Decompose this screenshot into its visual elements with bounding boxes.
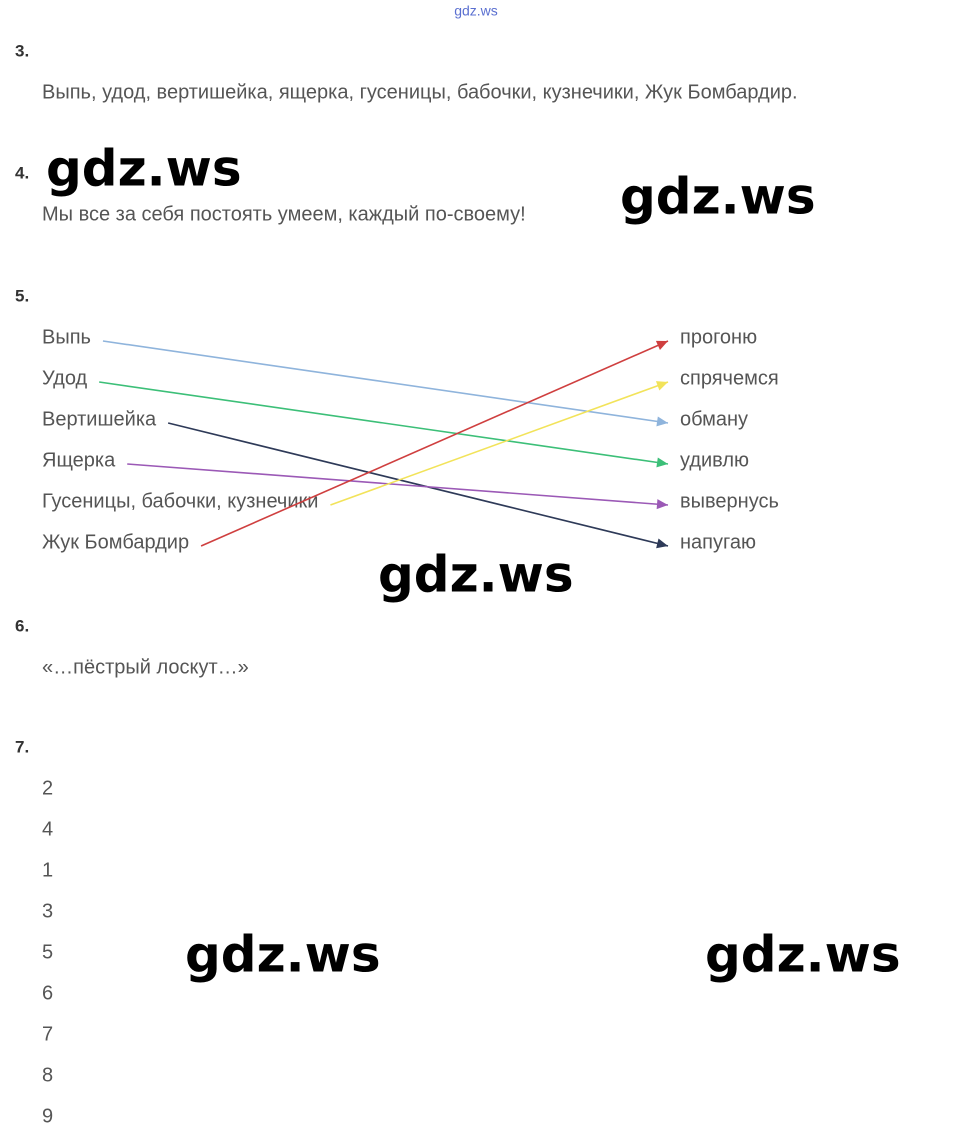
match-line — [200, 340, 669, 547]
right-item: спрячемся — [680, 367, 779, 389]
arrow-head — [656, 538, 668, 549]
watermark: gdz.ws — [620, 168, 816, 226]
left-item: Вертишейка — [42, 408, 157, 430]
section-number: 4. — [15, 163, 29, 182]
section-number: 5. — [15, 286, 29, 305]
right-item: прогоню — [680, 326, 757, 348]
match-line — [99, 381, 669, 465]
watermark: gdz.ws — [705, 926, 901, 984]
right-item: вывернусь — [680, 490, 779, 512]
watermark: gdz.ws — [46, 140, 242, 198]
watermark: gdz.ws — [378, 546, 574, 604]
match-line — [127, 463, 669, 506]
list-item: 2 — [42, 777, 53, 799]
match-line — [330, 381, 669, 506]
left-item: Выпь — [42, 326, 91, 348]
list-item: 9 — [42, 1105, 53, 1127]
left-item: Удод — [42, 367, 87, 389]
arrow-head — [656, 499, 668, 510]
arrow-head — [655, 340, 668, 351]
left-item: Гусеницы, бабочки, кузнечики — [42, 490, 318, 512]
match-line — [167, 422, 669, 547]
arrow-head — [656, 457, 668, 468]
list-item: 7 — [42, 1023, 53, 1045]
left-item: Жук Бомбардир — [42, 531, 189, 553]
section-number: 7. — [15, 737, 29, 756]
match-line — [102, 340, 669, 424]
left-item: Ящерка — [42, 449, 116, 471]
list-item: 4 — [42, 818, 53, 840]
answer-text: Мы все за себя постоять умеем, каждый по… — [42, 203, 526, 225]
list-item: 6 — [42, 982, 53, 1004]
answer-text: «…пёстрый лоскут…» — [42, 656, 249, 678]
arrow-head — [656, 416, 668, 427]
list-item: 1 — [42, 859, 53, 881]
right-item: обману — [680, 408, 748, 430]
list-item: 5 — [42, 941, 53, 963]
answer-text: Выпь, удод, вертишейка, ящерка, гусеницы… — [42, 81, 798, 103]
list-item: 8 — [42, 1064, 53, 1086]
site-header: gdz.ws — [454, 3, 498, 19]
right-item: напугаю — [680, 531, 756, 553]
watermark: gdz.ws — [185, 926, 381, 984]
section-number: 6. — [15, 616, 29, 635]
list-item: 3 — [42, 900, 53, 922]
right-item: удивлю — [680, 449, 749, 471]
arrow-head — [655, 381, 668, 391]
section-number: 3. — [15, 41, 29, 60]
